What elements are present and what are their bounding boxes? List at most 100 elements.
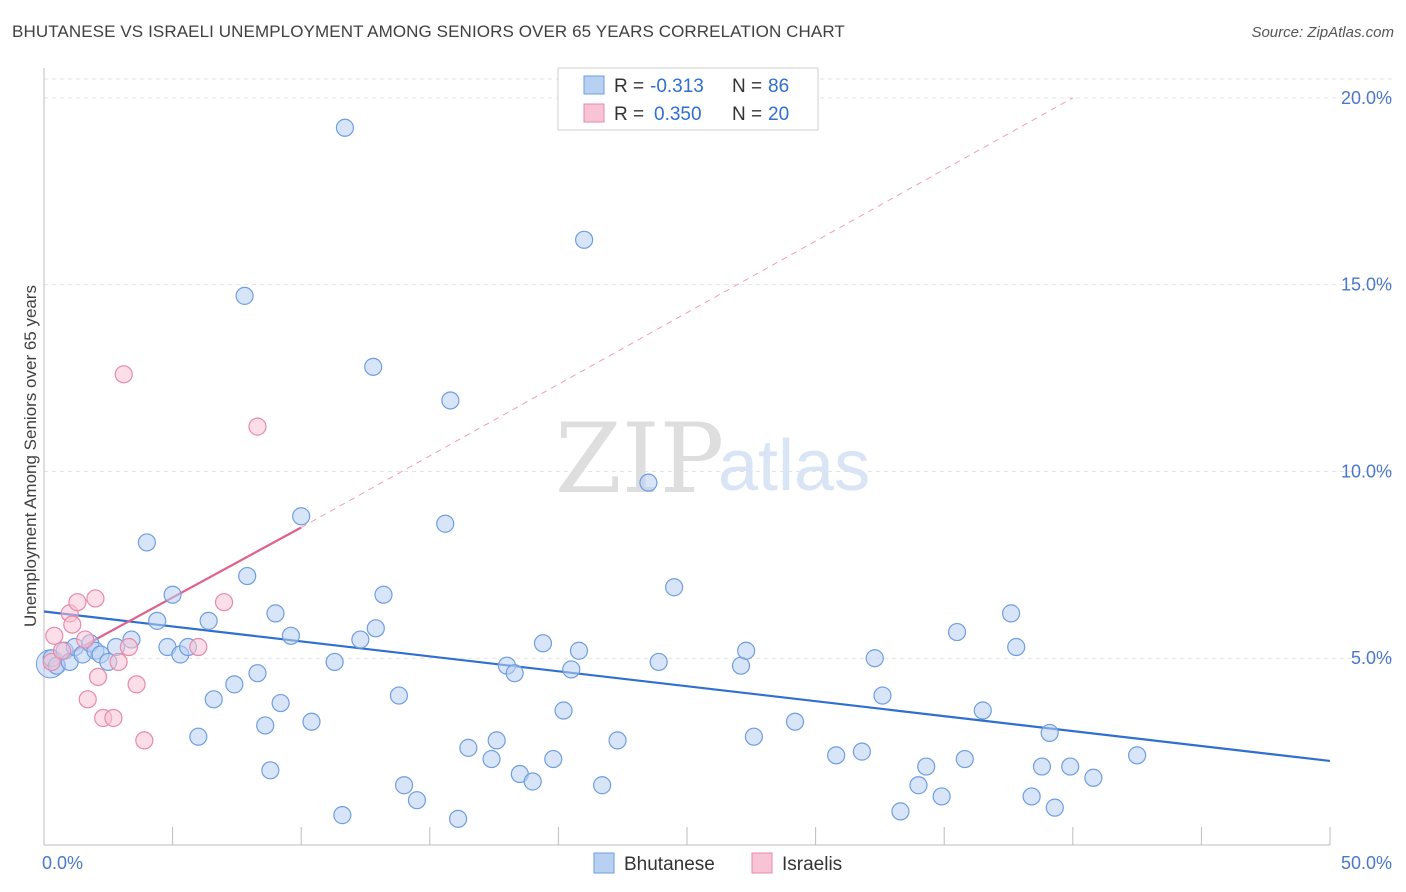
point-bhutanese bbox=[533, 634, 553, 653]
point-bhutanese bbox=[1045, 798, 1064, 817]
point-bhutanese bbox=[665, 578, 684, 597]
bottom-legend-label-bhutanese: Bhutanese bbox=[624, 854, 715, 875]
y-tick-label: 5.0% bbox=[1351, 648, 1392, 668]
point-bhutanese bbox=[204, 690, 223, 709]
point-bhutanese bbox=[891, 802, 910, 821]
y-tick-label: 15.0% bbox=[1341, 275, 1392, 295]
x-tick-label-min: 0.0% bbox=[42, 853, 83, 873]
point-bhutanese bbox=[394, 776, 414, 795]
point-bhutanese bbox=[649, 652, 668, 672]
point-bhutanese bbox=[909, 776, 928, 795]
point-bhutanese bbox=[459, 738, 478, 757]
point-bhutanese bbox=[137, 533, 156, 552]
point-bhutanese bbox=[1084, 768, 1103, 787]
legend-n-label: N = bbox=[732, 76, 762, 97]
point-bhutanese bbox=[335, 118, 355, 137]
legend-n-label: N = bbox=[732, 104, 762, 125]
point-bhutanese bbox=[199, 611, 218, 630]
point-bhutanese bbox=[235, 286, 254, 305]
point-israelis bbox=[135, 731, 154, 750]
point-bhutanese bbox=[917, 757, 936, 776]
point-israelis bbox=[86, 589, 105, 608]
point-bhutanese bbox=[389, 686, 409, 705]
point-israelis bbox=[78, 690, 97, 709]
y-tick-label: 20.0% bbox=[1341, 88, 1392, 108]
point-bhutanese bbox=[569, 641, 589, 660]
point-bhutanese bbox=[955, 749, 974, 769]
legend-n-value-israelis: 20 bbox=[768, 104, 789, 125]
point-bhutanese bbox=[325, 652, 344, 672]
point-bhutanese bbox=[407, 791, 427, 810]
point-bhutanese bbox=[436, 514, 455, 533]
point-israelis bbox=[248, 417, 267, 436]
point-bhutanese bbox=[256, 716, 275, 735]
point-bhutanese bbox=[248, 664, 267, 683]
legend-swatch-bhutanese bbox=[583, 75, 605, 95]
legend-swatch-israelis bbox=[583, 103, 605, 123]
point-bhutanese bbox=[1007, 637, 1026, 657]
point-israelis bbox=[63, 615, 82, 634]
point-bhutanese bbox=[608, 731, 627, 750]
point-bhutanese bbox=[225, 675, 244, 694]
legend-r-label: R = bbox=[614, 104, 644, 125]
legend-r-value-bhutanese: -0.313 bbox=[650, 76, 704, 97]
x-tick-label-max: 50.0% bbox=[1341, 853, 1392, 873]
point-bhutanese bbox=[261, 761, 280, 780]
point-bhutanese bbox=[827, 746, 846, 765]
trend-extension-israelis bbox=[300, 97, 1074, 528]
point-israelis bbox=[109, 652, 128, 672]
bottom-legend-label-israelis: Israelis bbox=[782, 854, 842, 875]
chart-source: Source: ZipAtlas.com bbox=[1251, 24, 1394, 41]
point-bhutanese bbox=[281, 626, 301, 645]
legend-box: R = -0.313 N = 86 R = 0.350 N = 20 bbox=[557, 67, 819, 131]
point-bhutanese bbox=[737, 641, 756, 660]
point-israelis bbox=[104, 708, 123, 728]
point-israelis bbox=[189, 637, 208, 657]
point-bhutanese bbox=[554, 701, 573, 720]
point-israelis bbox=[114, 365, 133, 384]
point-israelis bbox=[68, 593, 87, 612]
point-israelis bbox=[214, 593, 234, 612]
legend-n-value-bhutanese: 86 bbox=[768, 76, 789, 97]
point-israelis bbox=[127, 675, 146, 694]
point-israelis bbox=[76, 630, 95, 649]
point-bhutanese bbox=[482, 749, 501, 769]
point-bhutanese bbox=[562, 660, 581, 679]
point-israelis bbox=[119, 637, 138, 657]
trend-line-bhutanese bbox=[43, 610, 1331, 763]
y-axis-label: Unemployment Among Seniors over 65 years bbox=[21, 285, 40, 627]
y-tick-label: 10.0% bbox=[1341, 461, 1392, 481]
point-bhutanese bbox=[852, 742, 871, 761]
x-tick-labels: 0.0% 50.0% bbox=[42, 853, 1392, 873]
point-bhutanese bbox=[1040, 723, 1059, 743]
point-bhutanese bbox=[505, 664, 524, 683]
point-bhutanese bbox=[366, 619, 385, 638]
point-israelis bbox=[42, 652, 61, 672]
point-bhutanese bbox=[544, 749, 563, 769]
watermark-atlas: atlas bbox=[718, 426, 870, 506]
legend-r-label: R = bbox=[614, 76, 644, 97]
point-bhutanese bbox=[148, 611, 167, 630]
y-tick-labels: 5.0% 10.0% 15.0% 20.0% bbox=[1341, 88, 1392, 668]
point-bhutanese bbox=[575, 230, 594, 249]
bottom-legend-swatch-israelis bbox=[751, 852, 773, 874]
point-bhutanese bbox=[266, 604, 285, 623]
point-bhutanese bbox=[374, 585, 393, 604]
bottom-legend-swatch-bhutanese bbox=[593, 852, 615, 874]
point-israelis bbox=[88, 667, 108, 686]
point-bhutanese bbox=[351, 630, 370, 649]
point-bhutanese bbox=[523, 772, 542, 791]
point-bhutanese bbox=[302, 712, 321, 731]
point-bhutanese bbox=[873, 686, 892, 705]
bottom-legend: Bhutanese Israelis bbox=[593, 852, 842, 875]
point-bhutanese bbox=[292, 507, 311, 526]
point-bhutanese bbox=[785, 712, 805, 731]
point-bhutanese bbox=[1061, 757, 1080, 776]
point-bhutanese bbox=[441, 391, 460, 410]
point-bhutanese bbox=[333, 806, 352, 825]
data-points bbox=[35, 118, 1147, 828]
point-bhutanese bbox=[238, 566, 257, 586]
point-bhutanese bbox=[364, 357, 383, 376]
point-bhutanese bbox=[947, 622, 967, 642]
